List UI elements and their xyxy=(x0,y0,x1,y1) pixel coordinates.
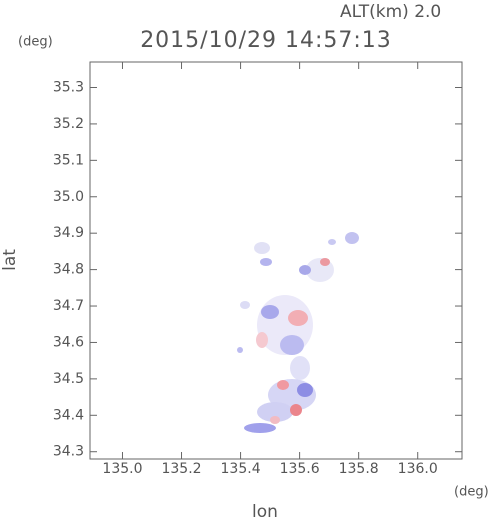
x-tick-label: 135.6 xyxy=(280,461,320,477)
x-unit: (deg) xyxy=(454,485,489,500)
x-tick-label: 135.2 xyxy=(161,461,201,477)
y-tick-label: 34.4 xyxy=(53,407,84,423)
chart-subtitle: ALT(km) 2.0 xyxy=(340,2,441,22)
y-tick-label: 35.0 xyxy=(53,189,84,205)
y-tick-label: 34.9 xyxy=(53,225,84,241)
y-tick-label: 34.3 xyxy=(53,444,84,460)
radar-echo xyxy=(237,232,359,433)
chart-title: 2015/10/29 14:57:13 xyxy=(140,28,392,53)
plot-frame xyxy=(89,61,463,460)
y-axis-label: lat xyxy=(0,249,20,271)
y-tick-label: 34.8 xyxy=(53,262,84,278)
x-tick-label: 135.8 xyxy=(339,461,379,477)
x-axis-label: lon xyxy=(252,502,278,521)
x-tick-label: 135.4 xyxy=(221,461,261,477)
y-tick-label: 35.1 xyxy=(53,152,84,168)
x-tick-label: 135.0 xyxy=(102,461,142,477)
y-tick-label: 34.5 xyxy=(53,371,84,387)
y-tick-label: 35.3 xyxy=(53,79,84,95)
y-tick-label: 35.2 xyxy=(53,116,84,132)
x-tick-label: 136.0 xyxy=(398,461,438,477)
y-tick-label: 34.6 xyxy=(53,334,84,350)
y-unit: (deg) xyxy=(18,35,53,50)
y-tick-label: 34.7 xyxy=(53,298,84,314)
